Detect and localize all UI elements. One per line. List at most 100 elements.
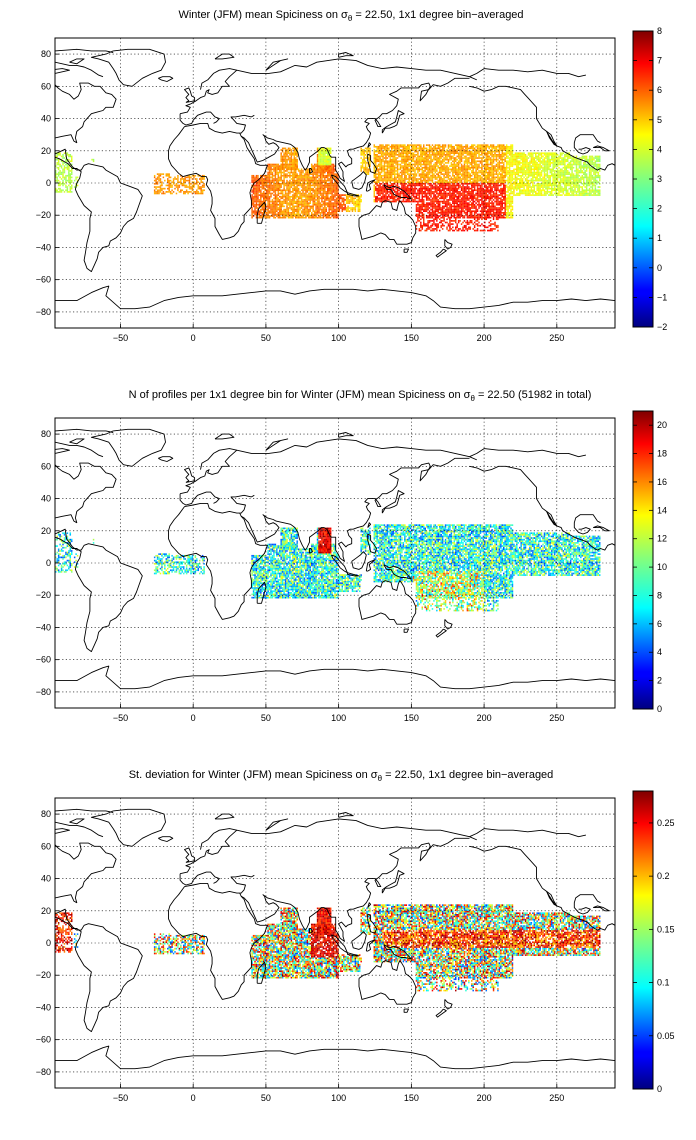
data-cell bbox=[284, 200, 287, 203]
data-cell bbox=[322, 181, 325, 184]
data-cell bbox=[327, 184, 329, 187]
data-cell bbox=[402, 179, 405, 182]
data-cell bbox=[268, 184, 271, 187]
data-cell bbox=[293, 205, 296, 208]
data-cell bbox=[440, 210, 442, 213]
data-cell bbox=[383, 149, 386, 151]
data-cell bbox=[321, 162, 323, 164]
data-cell bbox=[441, 162, 444, 164]
data-cell bbox=[441, 194, 444, 196]
data-cell bbox=[418, 213, 421, 216]
data-cell bbox=[343, 194, 345, 196]
data-cell bbox=[437, 199, 440, 201]
data-cell bbox=[328, 174, 330, 177]
data-cell bbox=[471, 171, 473, 174]
data-cell bbox=[296, 174, 298, 177]
data-cell bbox=[433, 195, 435, 198]
data-cell bbox=[412, 163, 415, 166]
data-cell bbox=[350, 208, 352, 211]
data-cell bbox=[325, 165, 328, 167]
data-cell bbox=[76, 179, 79, 182]
data-cell bbox=[174, 184, 176, 187]
data-cell bbox=[273, 212, 275, 214]
data-cell bbox=[471, 150, 473, 153]
data-cell bbox=[340, 194, 342, 196]
data-cell bbox=[393, 144, 396, 146]
data-cell bbox=[286, 166, 288, 169]
data-cell bbox=[318, 174, 320, 177]
data-cell bbox=[68, 179, 70, 182]
data-cell bbox=[268, 183, 271, 185]
data-cell bbox=[417, 215, 419, 217]
data-cell bbox=[475, 162, 477, 164]
data-cell bbox=[439, 192, 441, 195]
data-cell bbox=[299, 215, 301, 217]
data-cell bbox=[418, 157, 421, 159]
data-cell bbox=[425, 166, 428, 169]
data-cell bbox=[327, 203, 329, 206]
data-cell bbox=[462, 152, 464, 155]
data-cell bbox=[456, 216, 458, 219]
data-cell bbox=[200, 181, 202, 184]
data-cell bbox=[436, 155, 438, 158]
data-cell bbox=[417, 162, 419, 164]
data-cell bbox=[201, 192, 204, 195]
data-cell bbox=[463, 186, 466, 188]
data-cell bbox=[417, 170, 419, 172]
data-cell bbox=[468, 165, 470, 167]
data-cell bbox=[444, 200, 447, 203]
data-cell bbox=[385, 181, 387, 184]
data-cell bbox=[437, 207, 440, 209]
data-cell bbox=[286, 155, 288, 158]
data-cell bbox=[376, 166, 378, 169]
data-cell bbox=[462, 178, 464, 180]
data-cell bbox=[456, 183, 458, 185]
data-cell bbox=[456, 202, 458, 204]
data-cell bbox=[466, 144, 469, 146]
data-cell bbox=[254, 199, 256, 201]
data-cell bbox=[343, 202, 345, 204]
data-cell bbox=[473, 189, 476, 192]
data-cell bbox=[373, 191, 376, 193]
data-cell bbox=[286, 192, 288, 195]
data-cell bbox=[322, 192, 325, 195]
data-cell bbox=[433, 200, 435, 203]
data-cell bbox=[296, 207, 298, 209]
data-cell bbox=[286, 160, 288, 163]
data-cell bbox=[315, 199, 317, 201]
data-cell bbox=[446, 200, 448, 203]
data-cell bbox=[439, 149, 441, 151]
data-cell bbox=[292, 189, 294, 192]
data-cell bbox=[321, 210, 323, 213]
data-cell bbox=[427, 158, 429, 161]
data-cell bbox=[434, 170, 437, 172]
data-cell bbox=[277, 179, 280, 182]
data-cell bbox=[199, 192, 201, 195]
data-cell bbox=[401, 174, 403, 177]
data-cell bbox=[300, 173, 303, 175]
data-cell bbox=[377, 199, 380, 201]
data-cell bbox=[274, 195, 277, 198]
data-cell bbox=[279, 187, 281, 190]
data-cell bbox=[303, 212, 306, 214]
data-cell bbox=[293, 181, 296, 184]
data-cell bbox=[427, 179, 429, 182]
data-cell bbox=[316, 166, 319, 169]
data-cell bbox=[303, 208, 306, 211]
data-cell bbox=[369, 162, 371, 164]
data-cell bbox=[447, 187, 450, 190]
data-cell bbox=[465, 213, 467, 216]
data-cell bbox=[402, 171, 405, 174]
data-cell bbox=[450, 197, 453, 200]
data-cell bbox=[375, 150, 377, 153]
data-cell bbox=[460, 203, 463, 206]
data-cell bbox=[63, 178, 66, 180]
data-cell bbox=[414, 162, 416, 164]
data-cell bbox=[373, 165, 376, 167]
data-cell bbox=[386, 178, 389, 180]
data-cell bbox=[327, 152, 329, 155]
data-cell bbox=[276, 173, 278, 175]
data-cell bbox=[388, 194, 390, 196]
data-cell bbox=[302, 213, 304, 216]
data-cell bbox=[283, 210, 285, 213]
